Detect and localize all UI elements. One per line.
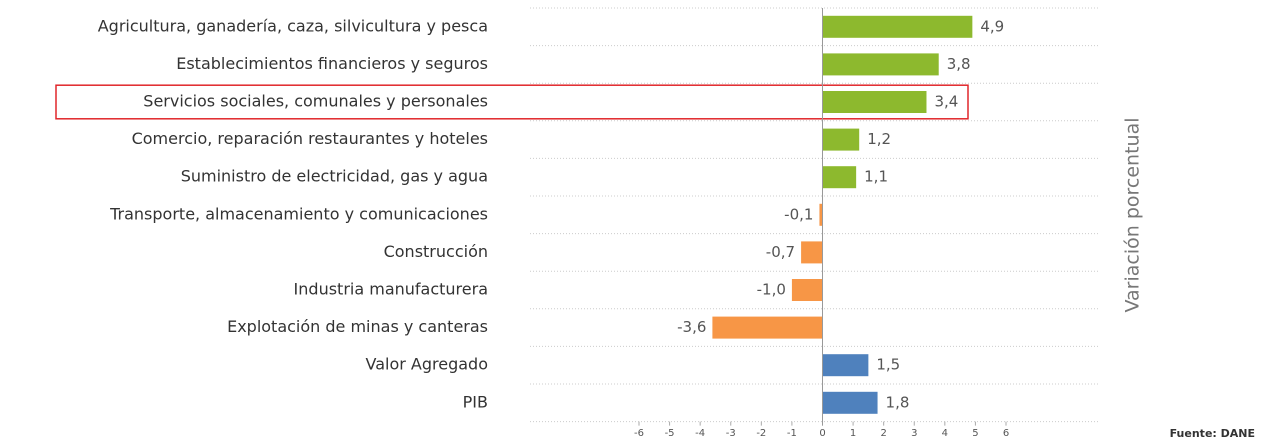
- x-tick-label: 1: [850, 428, 856, 439]
- x-tick-label: -1: [787, 428, 797, 439]
- x-tick-label: -5: [665, 428, 675, 439]
- value-label: 1,5: [876, 356, 900, 374]
- bar: [822, 391, 878, 414]
- highlight-box: [55, 84, 969, 120]
- bar: [822, 354, 869, 377]
- bar: [801, 241, 823, 264]
- x-tick-label: -3: [726, 428, 736, 439]
- x-tick-label: 4: [942, 428, 948, 439]
- value-label: 1,2: [867, 130, 891, 148]
- value-label: -3,6: [677, 318, 706, 336]
- category-label: Industria manufacturera: [294, 280, 488, 299]
- value-label: 4,9: [980, 17, 1004, 35]
- bar: [822, 128, 860, 151]
- value-label: 1,1: [864, 168, 888, 186]
- x-tick-label: -4: [695, 428, 705, 439]
- value-label: -0,7: [766, 243, 795, 261]
- bar: [819, 203, 823, 226]
- x-tick-label: -2: [756, 428, 766, 439]
- x-tick-label: 5: [972, 428, 978, 439]
- x-tick-label: -6: [634, 428, 644, 439]
- category-label: Explotación de minas y canteras: [227, 317, 488, 336]
- category-label: Comercio, reparación restaurantes y hote…: [132, 129, 488, 148]
- bar: [822, 91, 927, 113]
- value-label: 3,8: [947, 55, 971, 73]
- bar: [822, 166, 857, 189]
- value-label: -1,0: [757, 281, 786, 299]
- category-label: Transporte, almacenamiento y comunicacio…: [109, 204, 488, 223]
- value-label: -0,1: [784, 205, 813, 223]
- x-tick-label: 3: [911, 428, 917, 439]
- x-tick-label: 0: [819, 428, 825, 439]
- category-label: Suministro de electricidad, gas y agua: [181, 167, 488, 186]
- x-tick-label: 6: [1003, 428, 1009, 439]
- y-axis-title: Variación porcentual: [1122, 117, 1144, 312]
- value-label: 3,4: [934, 93, 958, 111]
- category-label: PIB: [463, 392, 488, 411]
- value-label: 1,8: [886, 393, 910, 411]
- category-label: Establecimientos financieros y seguros: [176, 54, 488, 73]
- bar: [712, 316, 823, 339]
- bar: [791, 279, 823, 301]
- category-label: Valor Agregado: [366, 355, 488, 374]
- bar: [822, 53, 939, 76]
- category-label: Agricultura, ganadería, caza, silvicultu…: [98, 16, 488, 35]
- source: Fuente: DANE: [1170, 427, 1255, 440]
- x-tick-label: 2: [880, 428, 886, 439]
- bar: [822, 15, 973, 38]
- category-label: Servicios sociales, comunales y personal…: [143, 92, 488, 111]
- category-label: Construcción: [384, 242, 488, 261]
